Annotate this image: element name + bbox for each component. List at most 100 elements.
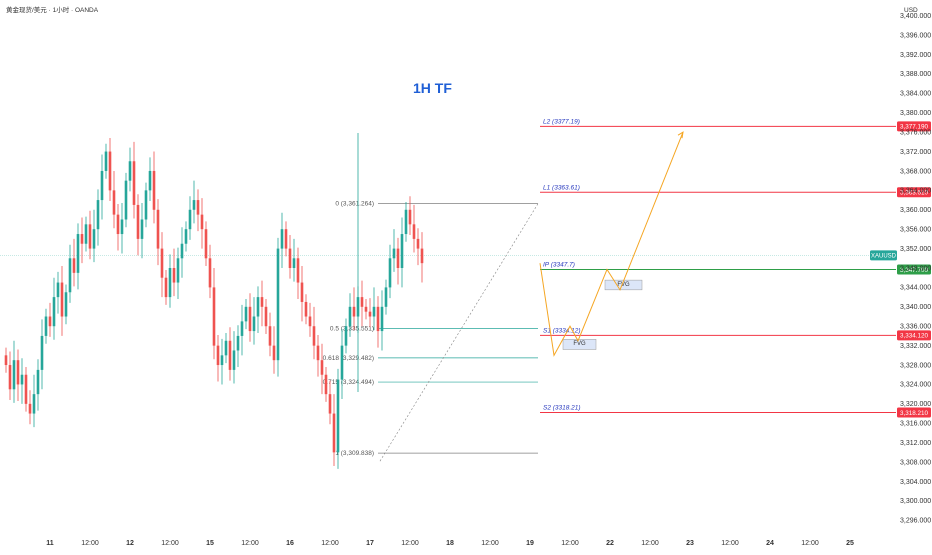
candle-body	[12, 360, 16, 390]
candle-body	[348, 306, 352, 327]
candle	[408, 196, 412, 236]
candle	[388, 244, 392, 299]
candle	[168, 254, 172, 308]
projection-arrowhead	[677, 131, 684, 139]
candle	[308, 302, 312, 337]
candle	[172, 248, 176, 297]
candle-body	[200, 214, 204, 230]
candle	[412, 204, 416, 253]
candle	[216, 334, 220, 382]
candle-body	[332, 413, 336, 453]
candle-body	[380, 306, 384, 332]
candle-body	[400, 234, 404, 268]
candle	[244, 299, 248, 330]
candle-body	[260, 297, 264, 307]
symbol-tag	[870, 250, 897, 261]
y-tick-label: 3,340.000	[900, 304, 931, 311]
x-tick-label: 12	[126, 540, 134, 547]
candle	[196, 189, 200, 232]
price-currency-label: USD	[904, 7, 918, 14]
candle-body	[224, 340, 228, 356]
candle-body	[228, 340, 232, 370]
candle	[60, 266, 64, 336]
y-tick-label: 3,348.000	[900, 265, 931, 272]
candle	[276, 237, 280, 377]
x-tick-label: 24	[766, 540, 774, 547]
candle-body	[28, 403, 32, 414]
candle-body	[280, 229, 284, 249]
candle	[416, 228, 420, 266]
candle-body	[352, 306, 356, 317]
level-label-ip: IP (3347.7)	[543, 261, 575, 268]
candle	[32, 374, 36, 428]
candle-body	[304, 301, 308, 317]
candle-body	[252, 316, 256, 332]
candle	[336, 368, 340, 469]
candle-body	[300, 282, 304, 302]
candle	[268, 312, 272, 357]
candle	[96, 189, 100, 246]
candle-body	[152, 170, 156, 210]
y-tick-label: 3,376.000	[900, 129, 931, 136]
candle	[116, 203, 120, 251]
candle-body	[40, 335, 44, 370]
candle	[132, 141, 136, 219]
symbol-tag-text: XAUUSD	[871, 254, 897, 260]
x-tick-label: 18	[446, 540, 454, 547]
candle-body	[84, 224, 88, 244]
candle-body	[388, 258, 392, 288]
y-tick-label: 3,304.000	[900, 479, 931, 486]
candle	[72, 238, 76, 287]
candle-body	[68, 258, 72, 293]
y-tick-label: 3,380.000	[900, 110, 931, 117]
candle-body	[60, 282, 64, 317]
candle	[372, 287, 376, 331]
candle-body	[212, 287, 216, 346]
candle	[128, 147, 132, 192]
candle	[8, 351, 12, 400]
candle	[20, 358, 24, 404]
level-price-tag-text: 3,347.700	[900, 267, 929, 274]
level-price-tag	[897, 187, 931, 198]
candle	[160, 232, 164, 298]
level-label-s2: S2 (3318.21)	[543, 405, 581, 412]
candle-body	[32, 394, 36, 414]
candle-body	[360, 297, 364, 307]
candle	[36, 359, 40, 411]
candle	[44, 308, 48, 344]
y-tick-label: 3,372.000	[900, 149, 931, 156]
y-tick-label: 3,388.000	[900, 71, 931, 78]
candle	[4, 347, 8, 373]
candle-body	[36, 369, 40, 395]
candle-body	[404, 209, 408, 235]
candle	[88, 210, 92, 260]
candle	[200, 198, 204, 249]
candle-body	[392, 248, 396, 259]
candle-body	[208, 258, 212, 288]
level-label-l2: L2 (3377.19)	[543, 118, 580, 125]
candle	[356, 286, 360, 334]
candle-body	[372, 306, 376, 317]
candle	[284, 221, 288, 257]
y-tick-label: 3,312.000	[900, 440, 931, 447]
candle-body	[184, 229, 188, 244]
level-price-tag-text: 3,318.210	[900, 410, 929, 417]
candle-body	[124, 180, 128, 220]
level-price-tag	[897, 121, 931, 132]
candle-body	[112, 190, 116, 215]
x-tick-label: 25	[846, 540, 854, 547]
candle	[272, 326, 276, 374]
candle-body	[336, 379, 340, 453]
candle	[48, 302, 52, 337]
candle-body	[312, 326, 316, 346]
level-price-tag	[897, 330, 931, 341]
x-tick-label: 12:00	[161, 540, 179, 547]
x-tick-label: 19	[526, 540, 534, 547]
candle	[300, 266, 304, 322]
y-tick-label: 3,352.000	[900, 246, 931, 253]
candle	[120, 202, 124, 254]
candle	[368, 298, 372, 328]
candle	[220, 338, 224, 385]
